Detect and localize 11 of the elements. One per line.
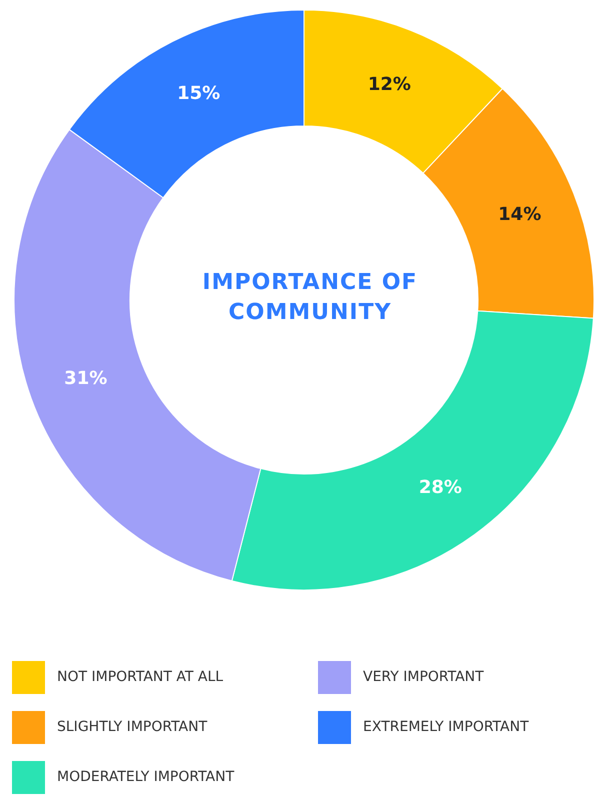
data-label: 14% <box>498 204 542 226</box>
data-label: 12% <box>368 74 411 95</box>
data-label: 31% <box>64 368 108 390</box>
legend-label: EXTREMELY IMPORTANT <box>363 719 529 735</box>
legend-label: MODERATELY IMPORTANT <box>57 769 234 785</box>
legend-label: NOT IMPORTANT AT ALL <box>57 669 224 685</box>
legend-label: VERY IMPORTANT <box>363 669 484 685</box>
text: IMPORTANCE OF COMMUNITY <box>201 269 419 327</box>
data-label: 15% <box>177 82 220 104</box>
data-label: 28% <box>418 477 462 498</box>
legend-label: SLIGHTLY IMPORTANT <box>57 719 208 735</box>
